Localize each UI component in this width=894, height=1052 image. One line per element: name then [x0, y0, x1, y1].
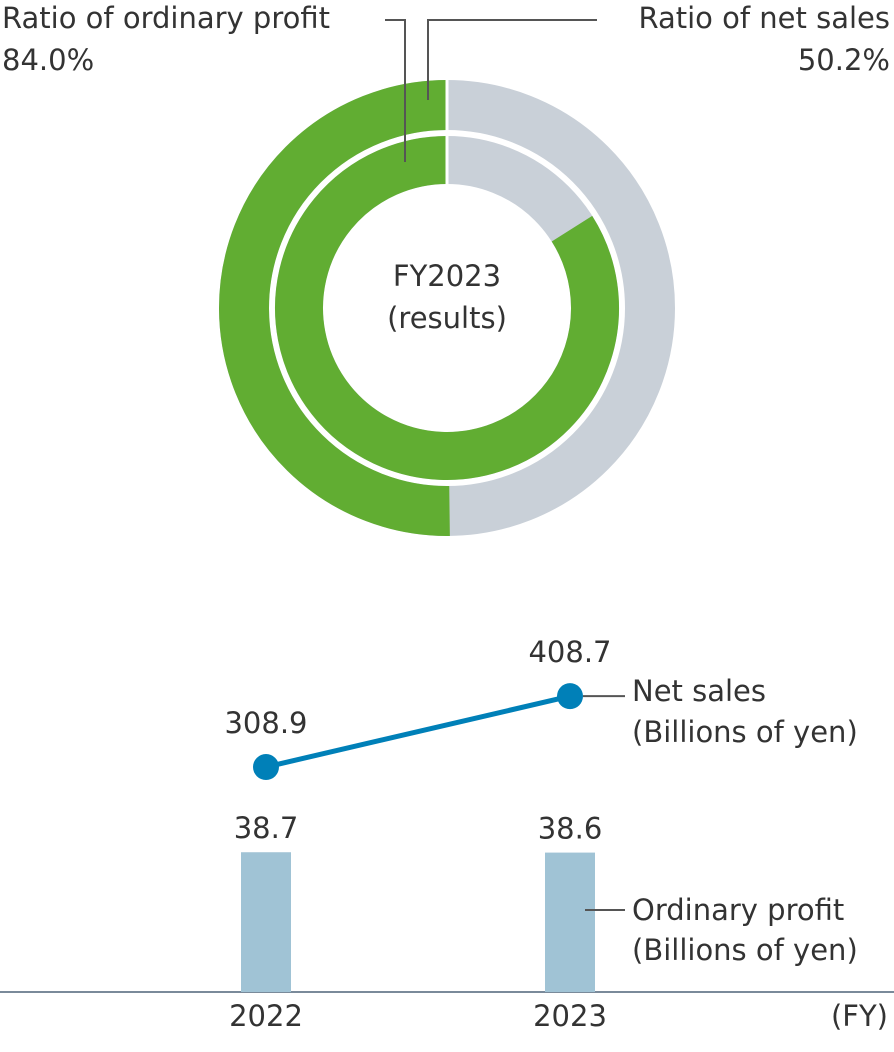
center-label: FY2023 — [393, 259, 501, 293]
data-label: 408.7 — [528, 635, 611, 669]
leader-line — [385, 19, 406, 162]
x-axis-label: (FY) — [831, 999, 888, 1033]
center-label: (results) — [387, 301, 507, 335]
legend-unit: (Billions of yen) — [632, 933, 858, 967]
ring-gap — [270, 131, 624, 485]
callout-value: 50.2% — [798, 43, 890, 77]
legend-label: Ordinary profit — [632, 893, 844, 927]
line-point — [557, 683, 583, 710]
bar — [545, 852, 595, 992]
data-label: 308.9 — [224, 706, 307, 740]
data-label: 38.6 — [538, 812, 603, 846]
line — [265, 693, 571, 770]
callout-label: Ratio of ordinary profit — [2, 1, 330, 35]
legend-unit: (Billions of yen) — [632, 715, 858, 749]
ring-segment — [275, 136, 619, 480]
bar — [241, 852, 291, 992]
legend-label: Net sales — [632, 674, 766, 708]
x-tick-label: 2022 — [229, 999, 303, 1033]
callout-label: Ratio of net sales — [638, 1, 890, 35]
ring-segment — [219, 80, 450, 536]
x-tick-label: 2023 — [533, 999, 607, 1033]
leader-line — [427, 19, 597, 100]
callout-value: 84.0% — [2, 43, 94, 77]
data-label: 38.7 — [234, 811, 299, 845]
line-point — [253, 754, 279, 781]
